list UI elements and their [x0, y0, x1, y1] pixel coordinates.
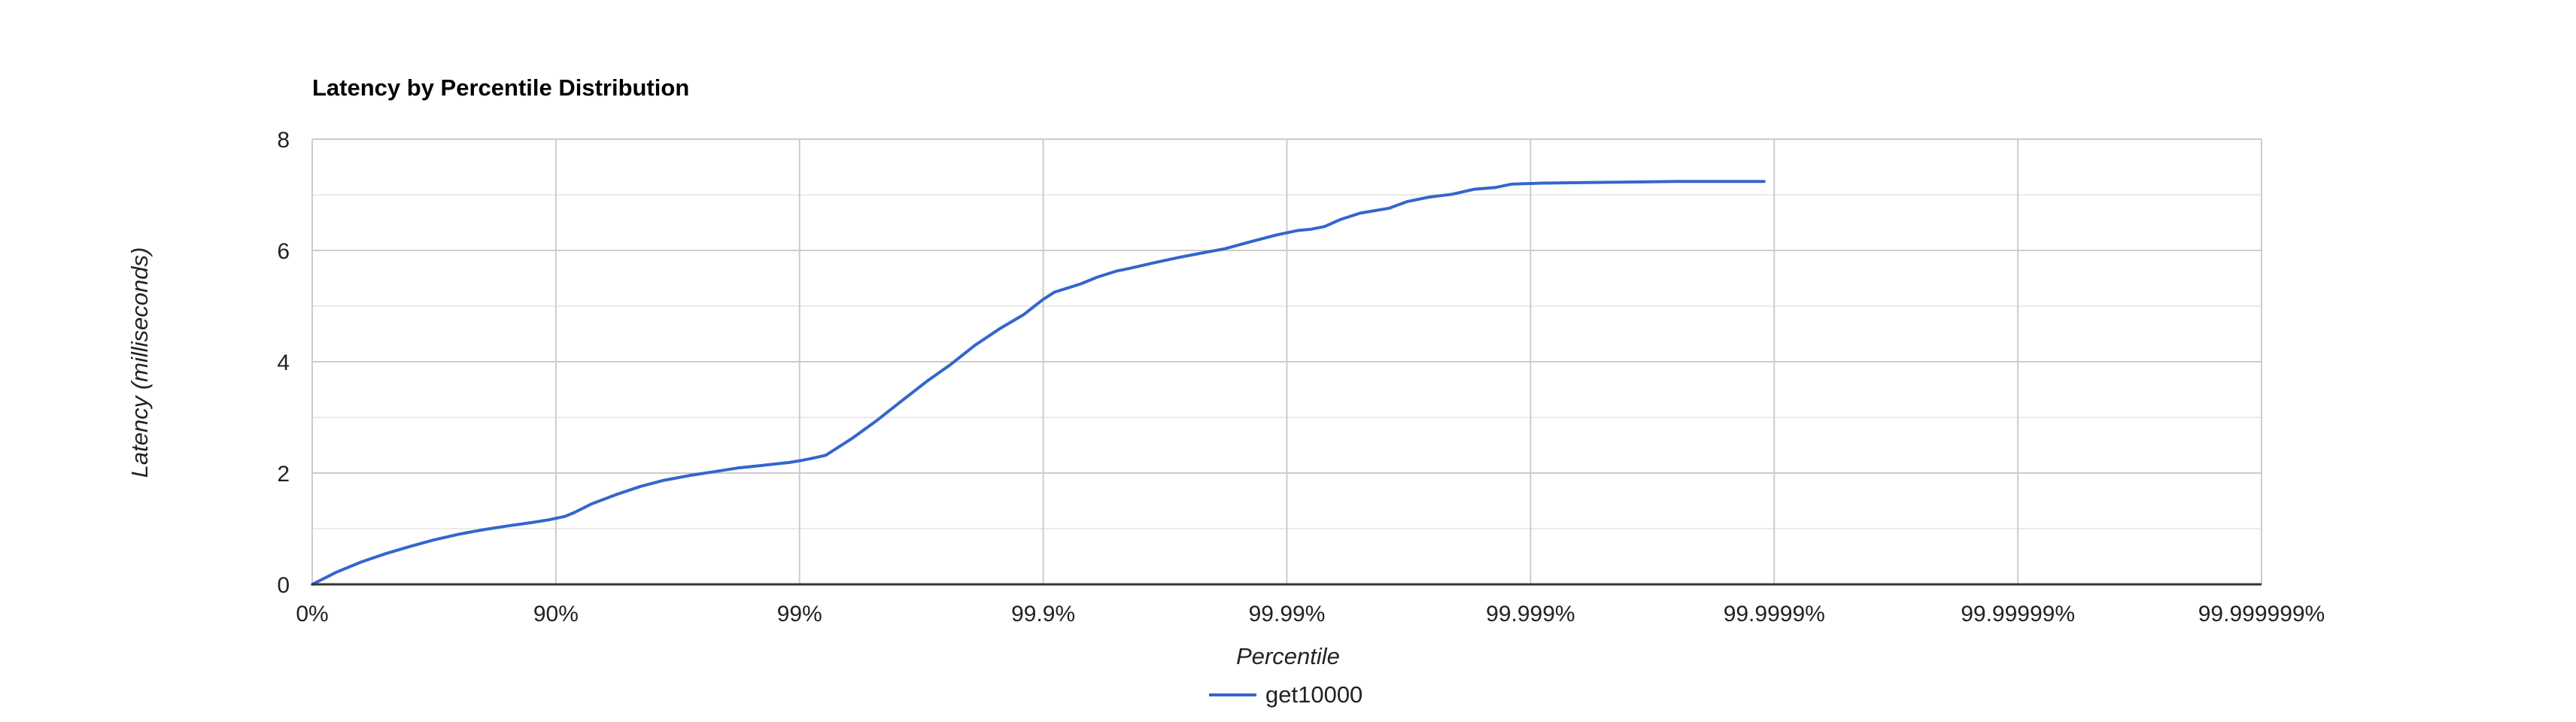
y-axis-title: Latency (milliseconds)	[126, 247, 153, 478]
series-layer	[311, 180, 1766, 586]
y-tick-label: 6	[277, 239, 290, 264]
y-tick-label: 8	[277, 128, 290, 153]
chart-gridlines	[311, 138, 2262, 584]
x-tick-label: 0%	[296, 602, 328, 626]
x-tick-label: 99.9%	[1011, 602, 1075, 626]
x-tick-label: 99.999999%	[2198, 602, 2325, 626]
legend-label-get10000: get10000	[1265, 681, 1362, 708]
legend: get10000	[1209, 681, 1362, 708]
x-tick-label: 99.9999%	[1724, 602, 1825, 626]
series-line-get10000	[311, 180, 1766, 586]
x-axis-ticks: 0% 90% 99% 99.9% 99.99% 99.999% 99.9999% 99.999…	[296, 602, 2325, 626]
x-tick-label: 99.99%	[1249, 602, 1326, 626]
y-tick-label: 4	[277, 350, 290, 375]
y-tick-label: 2	[277, 462, 290, 487]
x-tick-label: 99.99999%	[1961, 602, 2075, 626]
y-tick-label: 0	[277, 573, 290, 598]
x-axis-title: Percentile	[1236, 643, 1340, 669]
x-tick-label: 90%	[533, 602, 579, 626]
chart-title: Latency by Percentile Distribution	[312, 74, 689, 101]
x-tick-label: 99.999%	[1486, 602, 1575, 626]
x-tick-label: 99%	[777, 602, 822, 626]
y-axis-ticks: 0 2 4 6 8	[277, 128, 290, 598]
